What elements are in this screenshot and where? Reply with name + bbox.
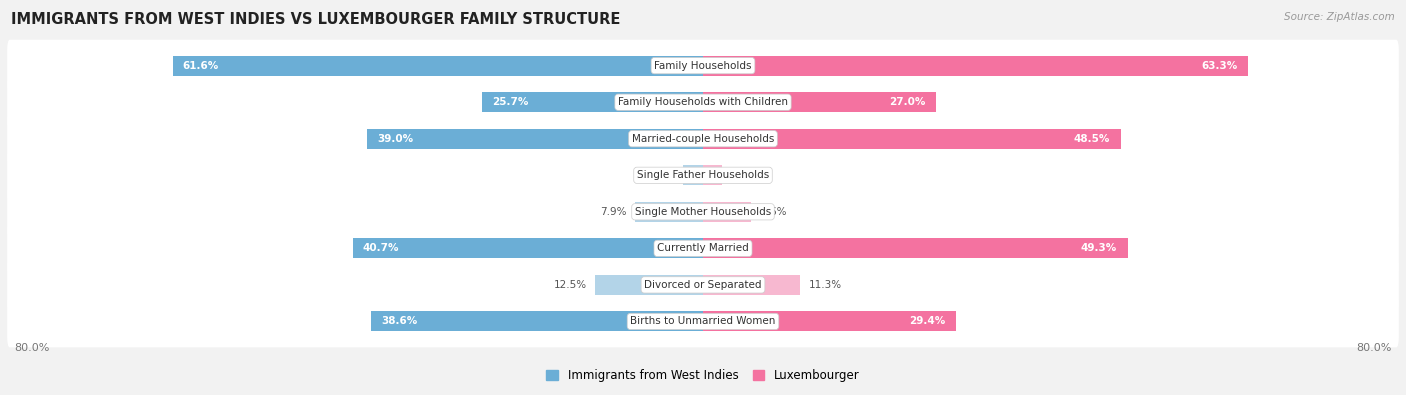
Text: 29.4%: 29.4%	[910, 316, 946, 326]
Text: 48.5%: 48.5%	[1074, 134, 1111, 144]
Text: 38.6%: 38.6%	[381, 316, 418, 326]
Bar	[353, 238, 703, 258]
Text: 63.3%: 63.3%	[1202, 61, 1237, 71]
Bar	[595, 275, 703, 295]
Bar	[703, 56, 1249, 76]
Text: 25.7%: 25.7%	[492, 97, 529, 107]
FancyBboxPatch shape	[7, 113, 1399, 165]
Text: 40.7%: 40.7%	[363, 243, 399, 253]
Text: 2.2%: 2.2%	[731, 170, 756, 180]
Text: 80.0%: 80.0%	[1357, 342, 1392, 353]
Text: 5.6%: 5.6%	[759, 207, 786, 217]
FancyBboxPatch shape	[7, 222, 1399, 274]
Legend: Immigrants from West Indies, Luxembourger: Immigrants from West Indies, Luxembourge…	[541, 364, 865, 386]
Text: Source: ZipAtlas.com: Source: ZipAtlas.com	[1284, 12, 1395, 22]
Text: Currently Married: Currently Married	[657, 243, 749, 253]
Bar	[703, 92, 935, 112]
Text: Single Father Households: Single Father Households	[637, 170, 769, 180]
Text: 80.0%: 80.0%	[14, 342, 49, 353]
FancyBboxPatch shape	[7, 40, 1399, 92]
Text: 61.6%: 61.6%	[183, 61, 219, 71]
Text: Births to Unmarried Women: Births to Unmarried Women	[630, 316, 776, 326]
Bar	[703, 129, 1121, 149]
Text: Married-couple Households: Married-couple Households	[631, 134, 775, 144]
Bar	[367, 129, 703, 149]
FancyBboxPatch shape	[7, 76, 1399, 128]
Text: 7.9%: 7.9%	[600, 207, 626, 217]
Bar	[482, 92, 703, 112]
Bar	[703, 311, 956, 331]
Text: Single Mother Households: Single Mother Households	[636, 207, 770, 217]
Bar	[173, 56, 703, 76]
Text: Family Households with Children: Family Households with Children	[619, 97, 787, 107]
Text: 49.3%: 49.3%	[1081, 243, 1118, 253]
Bar	[703, 275, 800, 295]
Bar	[636, 202, 703, 222]
Bar	[703, 202, 751, 222]
Bar	[703, 238, 1128, 258]
FancyBboxPatch shape	[7, 149, 1399, 201]
FancyBboxPatch shape	[7, 295, 1399, 347]
Bar	[371, 311, 703, 331]
FancyBboxPatch shape	[7, 186, 1399, 238]
Text: 12.5%: 12.5%	[554, 280, 586, 290]
Text: 2.3%: 2.3%	[648, 170, 675, 180]
Text: Family Households: Family Households	[654, 61, 752, 71]
Bar	[683, 165, 703, 185]
Text: 39.0%: 39.0%	[377, 134, 413, 144]
Text: 27.0%: 27.0%	[889, 97, 925, 107]
Bar	[703, 165, 721, 185]
Text: IMMIGRANTS FROM WEST INDIES VS LUXEMBOURGER FAMILY STRUCTURE: IMMIGRANTS FROM WEST INDIES VS LUXEMBOUR…	[11, 12, 620, 27]
Text: 11.3%: 11.3%	[808, 280, 842, 290]
FancyBboxPatch shape	[7, 259, 1399, 311]
Text: Divorced or Separated: Divorced or Separated	[644, 280, 762, 290]
